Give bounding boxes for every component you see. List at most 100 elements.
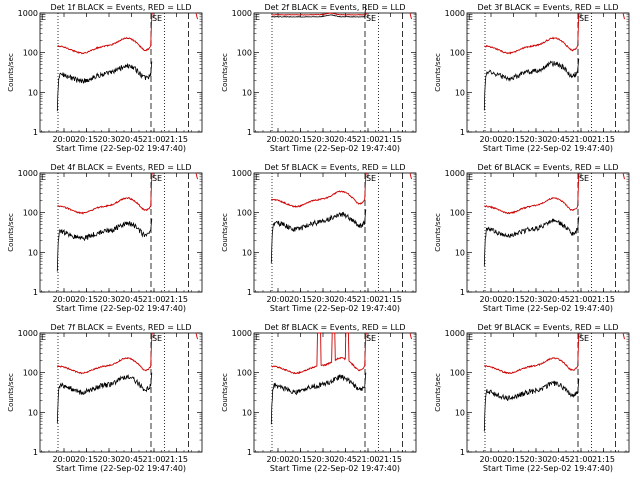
x-axis-label: Start Time (22-Sep-02 19:47:40) <box>483 144 613 153</box>
events-series-line <box>483 216 580 267</box>
plot-frame <box>466 172 630 293</box>
x-tick-label: 20:30 <box>311 455 334 464</box>
x-tick-label: 20:15 <box>75 295 98 304</box>
start-marker-label: S <box>579 334 584 343</box>
edge-marker-label: E <box>41 173 46 182</box>
x-tick-label: 21:00 <box>569 135 592 144</box>
y-tick-label: 1000 <box>232 329 252 338</box>
y-axis-label: Counts/sec <box>7 373 15 412</box>
x-tick-label: 20:45 <box>120 455 143 464</box>
x-tick-label: 20:45 <box>334 135 357 144</box>
panel-det-9: Det 9f BLACK = Events, RED = LLD 1 10 100 10… <box>434 323 630 473</box>
y-tick-label: 1 <box>460 288 465 297</box>
start-marker-label: S <box>579 174 584 183</box>
lld-series-line <box>57 12 153 55</box>
x-tick-label: 21:00 <box>356 135 379 144</box>
lld-series-line <box>57 172 153 215</box>
start-marker-label: S <box>152 174 157 183</box>
x-tick-label: 20:30 <box>97 455 120 464</box>
x-tick-label: 20:45 <box>120 135 143 144</box>
x-tick-label: 20:15 <box>289 455 312 464</box>
panel-title: Det 1f BLACK = Events, RED = LLD <box>50 3 191 12</box>
y-tick-label: 10 <box>242 408 252 417</box>
events-series-line <box>56 218 153 272</box>
events-series-line <box>56 372 153 424</box>
y-tick-label: 1 <box>33 128 38 137</box>
end-marker-label: E <box>584 14 589 23</box>
y-tick-label: 1000 <box>18 9 38 18</box>
y-tick-label: 1000 <box>18 329 38 338</box>
lld-series-tail <box>409 12 412 20</box>
lld-series-tail <box>195 12 198 20</box>
x-tick-label: 20:15 <box>502 295 525 304</box>
lld-series-line <box>484 172 580 215</box>
lld-series-tail <box>622 172 625 180</box>
x-tick-label: 20:15 <box>502 135 525 144</box>
plot-frame <box>39 12 203 133</box>
y-tick-label: 10 <box>28 248 38 257</box>
x-tick-label: 20:30 <box>97 295 120 304</box>
y-tick-label: 1000 <box>445 169 465 178</box>
x-tick-label: 20:15 <box>75 455 98 464</box>
edge-marker-label: E <box>41 13 46 22</box>
panel-title: Det 2f BLACK = Events, RED = LLD <box>264 3 405 12</box>
plot-frame <box>253 172 417 293</box>
x-tick-label: 20:45 <box>547 295 570 304</box>
edge-marker-label: E <box>255 13 260 22</box>
panel-title: Det 5f BLACK = Events, RED = LLD <box>264 163 405 172</box>
panels-grid: Det 1f BLACK = Events, RED = LLD 1 10 100 10… <box>7 3 630 473</box>
x-tick-label: 20:00 <box>266 135 289 144</box>
end-marker-label: E <box>371 174 376 183</box>
start-marker-label: S <box>152 334 157 343</box>
y-tick-label: 10 <box>242 88 252 97</box>
end-marker-label: E <box>157 174 162 183</box>
x-tick-label: 21:15 <box>379 135 402 144</box>
edge-marker-label: E <box>468 173 473 182</box>
lld-series-line <box>56 332 153 375</box>
lld-series-tail <box>409 332 412 340</box>
x-tick-label: 20:30 <box>311 135 334 144</box>
x-tick-label: 21:15 <box>165 295 188 304</box>
panel-title: Det 6f BLACK = Events, RED = LLD <box>477 163 618 172</box>
x-axis-label: Start Time (22-Sep-02 19:47:40) <box>270 464 400 473</box>
y-tick-label: 100 <box>450 209 465 218</box>
y-axis-label: Counts/sec <box>7 53 15 92</box>
start-marker-label: S <box>579 14 584 23</box>
y-tick-label: 100 <box>450 369 465 378</box>
end-marker-label: E <box>157 334 162 343</box>
lld-series-tail <box>622 12 625 20</box>
y-tick-label: 100 <box>237 209 252 218</box>
x-tick-label: 20:00 <box>52 295 75 304</box>
lld-series-line <box>270 172 367 208</box>
x-tick-label: 21:15 <box>165 455 188 464</box>
x-tick-label: 21:00 <box>356 455 379 464</box>
x-tick-label: 20:45 <box>547 455 570 464</box>
y-tick-label: 1 <box>33 448 38 457</box>
lld-series-line <box>483 12 580 55</box>
events-series-line <box>483 58 580 111</box>
x-tick-label: 20:30 <box>524 295 547 304</box>
events-series-line <box>483 378 580 432</box>
end-marker-label: E <box>371 14 376 23</box>
lld-series-tail <box>195 172 198 180</box>
panel-det-7: Det 7f BLACK = Events, RED = LLD 1 10 100 10… <box>7 323 203 473</box>
y-tick-label: 1000 <box>445 329 465 338</box>
panel-title: Det 4f BLACK = Events, RED = LLD <box>50 163 191 172</box>
x-tick-label: 21:15 <box>379 295 402 304</box>
x-tick-label: 20:00 <box>266 455 289 464</box>
y-tick-label: 1 <box>460 128 465 137</box>
events-series-line <box>270 372 367 425</box>
y-tick-label: 1 <box>247 128 252 137</box>
start-marker-label: S <box>366 174 371 183</box>
x-axis-label: Start Time (22-Sep-02 19:47:40) <box>270 304 400 313</box>
lld-series-line <box>270 332 367 375</box>
x-axis-label: Start Time (22-Sep-02 19:47:40) <box>56 304 186 313</box>
panel-det-2: Det 2f BLACK = Events, RED = LLD 1 10 100 10… <box>221 3 417 153</box>
y-tick-label: 1 <box>247 288 252 297</box>
y-tick-label: 100 <box>450 49 465 58</box>
edge-marker-label: E <box>468 13 473 22</box>
lld-series-line <box>484 332 580 375</box>
x-tick-label: 20:45 <box>334 455 357 464</box>
panel-title: Det 7f BLACK = Events, RED = LLD <box>50 323 191 332</box>
